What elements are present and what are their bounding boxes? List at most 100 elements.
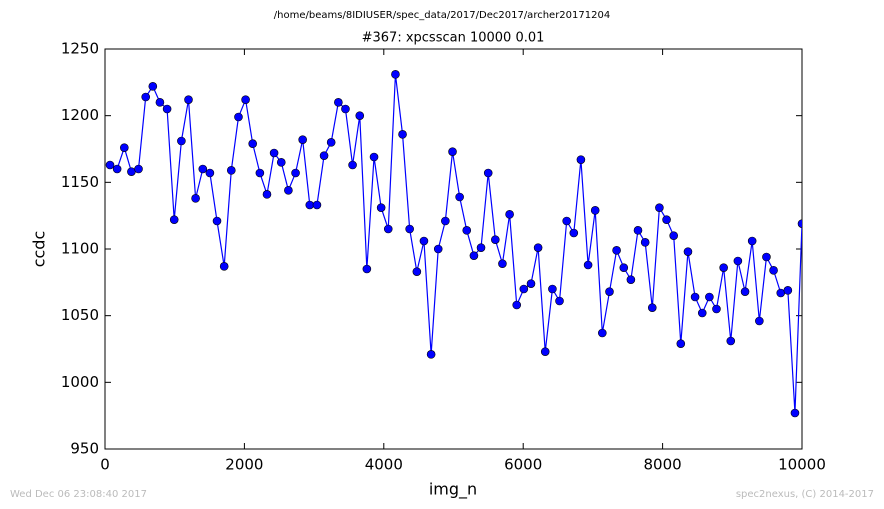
y-tick-label: 1100 xyxy=(61,240,99,258)
y-tick-label: 1000 xyxy=(61,373,99,391)
data-point xyxy=(348,160,357,170)
data-point xyxy=(647,303,657,312)
data-point xyxy=(483,168,493,178)
data-point xyxy=(127,167,136,176)
data-point xyxy=(662,215,671,224)
data-point xyxy=(548,284,557,294)
data-point xyxy=(212,216,222,226)
chart-title: #367: xpcsscan 10000 0.01 xyxy=(362,31,545,46)
data-point xyxy=(241,95,250,104)
data-point xyxy=(262,190,272,199)
data-point xyxy=(305,200,315,210)
data-point xyxy=(626,275,636,284)
data-point xyxy=(276,158,286,167)
data-point xyxy=(569,228,579,238)
data-point xyxy=(383,224,393,234)
x-tick-label: 10000 xyxy=(778,456,826,474)
data-point xyxy=(712,304,721,314)
plot-area xyxy=(104,48,803,450)
data-point xyxy=(605,287,614,296)
data-point xyxy=(633,226,643,235)
data-point xyxy=(676,339,686,348)
data-point xyxy=(412,267,422,276)
plot-content xyxy=(105,70,802,418)
data-point xyxy=(769,266,778,275)
data-point xyxy=(790,408,800,418)
data-point xyxy=(512,300,522,310)
data-point xyxy=(655,203,664,212)
data-point xyxy=(690,292,700,302)
data-point xyxy=(355,111,365,120)
data-point xyxy=(376,203,386,212)
data-point xyxy=(205,168,215,178)
data-point xyxy=(576,155,586,164)
data-point xyxy=(705,292,714,302)
data-point xyxy=(441,216,450,226)
header: /home/beams/8IDIUSER/spec_data/2017/Dec2… xyxy=(274,10,610,21)
data-point xyxy=(184,95,193,104)
y-tick-label: 1050 xyxy=(61,306,99,324)
data-point xyxy=(334,98,343,107)
data-point xyxy=(419,236,429,246)
data-point xyxy=(219,262,229,271)
footer-right: spec2nexus, (C) 2014-2017 xyxy=(736,489,874,500)
data-point xyxy=(248,139,257,148)
data-point xyxy=(269,148,279,158)
data-point xyxy=(619,263,629,272)
data-point xyxy=(697,308,707,318)
data-point xyxy=(148,82,158,91)
y-tick-label: 1250 xyxy=(61,40,99,58)
data-point xyxy=(191,194,200,203)
data-point xyxy=(155,98,165,107)
data-point xyxy=(462,226,472,235)
data-point xyxy=(719,263,728,272)
data-point xyxy=(426,350,436,359)
footer-left: Wed Dec 06 23:08:40 2017 xyxy=(10,489,147,500)
data-point xyxy=(683,247,693,256)
data-point xyxy=(105,160,115,170)
data-point xyxy=(341,104,350,114)
data-point xyxy=(433,244,443,254)
data-point xyxy=(141,92,151,102)
x-tick-label: 0 xyxy=(100,456,110,474)
y-tick-label: 950 xyxy=(70,440,99,458)
y-tick-label: 1200 xyxy=(61,106,99,124)
data-point xyxy=(590,206,600,215)
data-point xyxy=(405,224,414,234)
data-point xyxy=(162,104,172,114)
data-point xyxy=(255,168,265,178)
data-point xyxy=(112,164,122,174)
data-point xyxy=(612,246,621,255)
data-point xyxy=(177,136,186,146)
data-point xyxy=(291,168,300,178)
data-point xyxy=(519,284,529,294)
data-point xyxy=(640,238,650,247)
data-point xyxy=(469,251,479,260)
data-point xyxy=(134,164,143,174)
data-point xyxy=(776,288,786,298)
x-axis-label: img_n xyxy=(429,480,477,500)
data-point xyxy=(455,192,464,202)
data-point xyxy=(598,328,607,338)
data-point xyxy=(755,316,764,326)
data-point xyxy=(533,243,543,252)
data-point xyxy=(198,164,208,174)
data-point xyxy=(583,260,593,270)
data-point xyxy=(740,287,750,296)
data-point xyxy=(391,70,400,79)
x-tick-label: 2000 xyxy=(225,456,263,474)
data-point xyxy=(298,135,307,144)
data-point xyxy=(797,219,802,228)
data-point xyxy=(540,347,550,356)
y-tick-label: 1150 xyxy=(61,173,99,191)
data-point xyxy=(762,252,771,262)
data-point xyxy=(234,112,243,122)
data-point xyxy=(284,186,293,195)
data-point xyxy=(505,210,514,219)
x-tick-label: 6000 xyxy=(504,456,542,474)
data-point xyxy=(226,166,236,175)
data-point xyxy=(747,236,757,246)
data-point xyxy=(669,231,678,240)
data-point xyxy=(733,256,743,266)
